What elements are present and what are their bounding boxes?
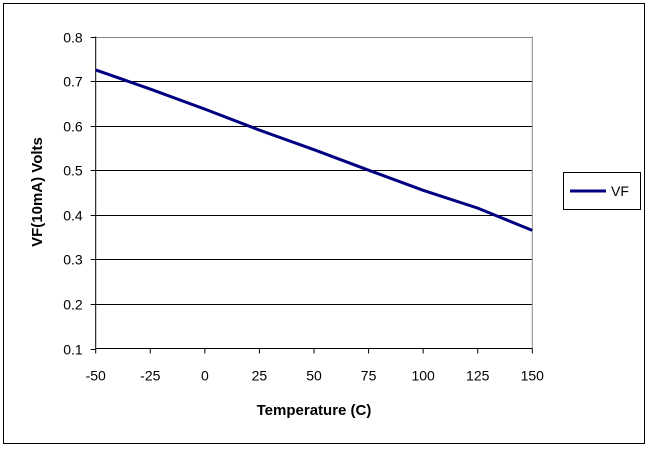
y-tick-label: 0.7 bbox=[63, 74, 83, 90]
y-tick-label: 0.2 bbox=[63, 297, 83, 313]
x-tick-label: 125 bbox=[466, 368, 490, 384]
legend-label-vf: VF bbox=[611, 183, 629, 199]
y-tick-label: 0.1 bbox=[63, 342, 83, 358]
x-axis-label: Temperature (C) bbox=[257, 402, 372, 419]
x-tick-label: 100 bbox=[411, 368, 435, 384]
x-tick-label: 50 bbox=[306, 368, 322, 384]
y-tick-label: 0.4 bbox=[63, 208, 83, 224]
x-tick-label: -25 bbox=[140, 368, 160, 384]
y-axis-label: VF(10mA) Volts bbox=[29, 137, 46, 247]
x-tick-label: 25 bbox=[252, 368, 268, 384]
y-tick-label: 0.8 bbox=[63, 30, 83, 46]
x-tick-label: 75 bbox=[361, 368, 377, 384]
x-tick-label: -50 bbox=[86, 368, 106, 384]
y-tick-label: 0.3 bbox=[63, 252, 83, 268]
x-tick-label: 150 bbox=[521, 368, 545, 384]
y-tick-label: 0.5 bbox=[63, 163, 83, 179]
x-tick-label: 0 bbox=[201, 368, 209, 384]
legend: VF bbox=[564, 173, 641, 210]
y-tick-label: 0.6 bbox=[63, 119, 83, 135]
